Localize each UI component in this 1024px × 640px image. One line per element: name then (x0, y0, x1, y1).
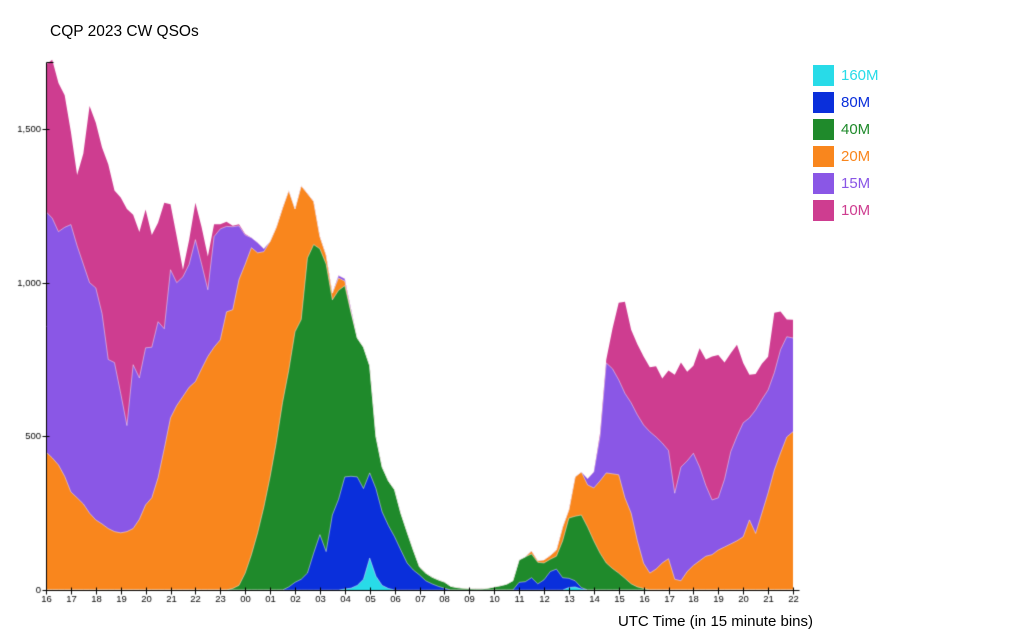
legend: 160M 80M 40M 20M 15M 10M (813, 65, 879, 227)
legend-item-40m: 40M (813, 119, 879, 140)
legend-label-80m: 80M (841, 94, 871, 111)
legend-item-160m: 160M (813, 65, 879, 86)
legend-item-10m: 10M (813, 200, 879, 221)
legend-label-20m: 20M (841, 148, 871, 165)
legend-swatch-15m (813, 173, 834, 194)
legend-label-160m: 160M (841, 67, 879, 84)
legend-swatch-10m (813, 200, 834, 221)
legend-item-20m: 20M (813, 146, 879, 167)
legend-swatch-20m (813, 146, 834, 167)
legend-swatch-80m (813, 92, 834, 113)
legend-swatch-40m (813, 119, 834, 140)
legend-label-40m: 40M (841, 121, 871, 138)
legend-swatch-160m (813, 65, 834, 86)
legend-item-80m: 80M (813, 92, 879, 113)
legend-label-10m: 10M (841, 202, 871, 219)
legend-label-15m: 15M (841, 175, 871, 192)
x-axis-title: UTC Time (in 15 minute bins) (617, 613, 813, 630)
legend-item-15m: 15M (813, 173, 879, 194)
